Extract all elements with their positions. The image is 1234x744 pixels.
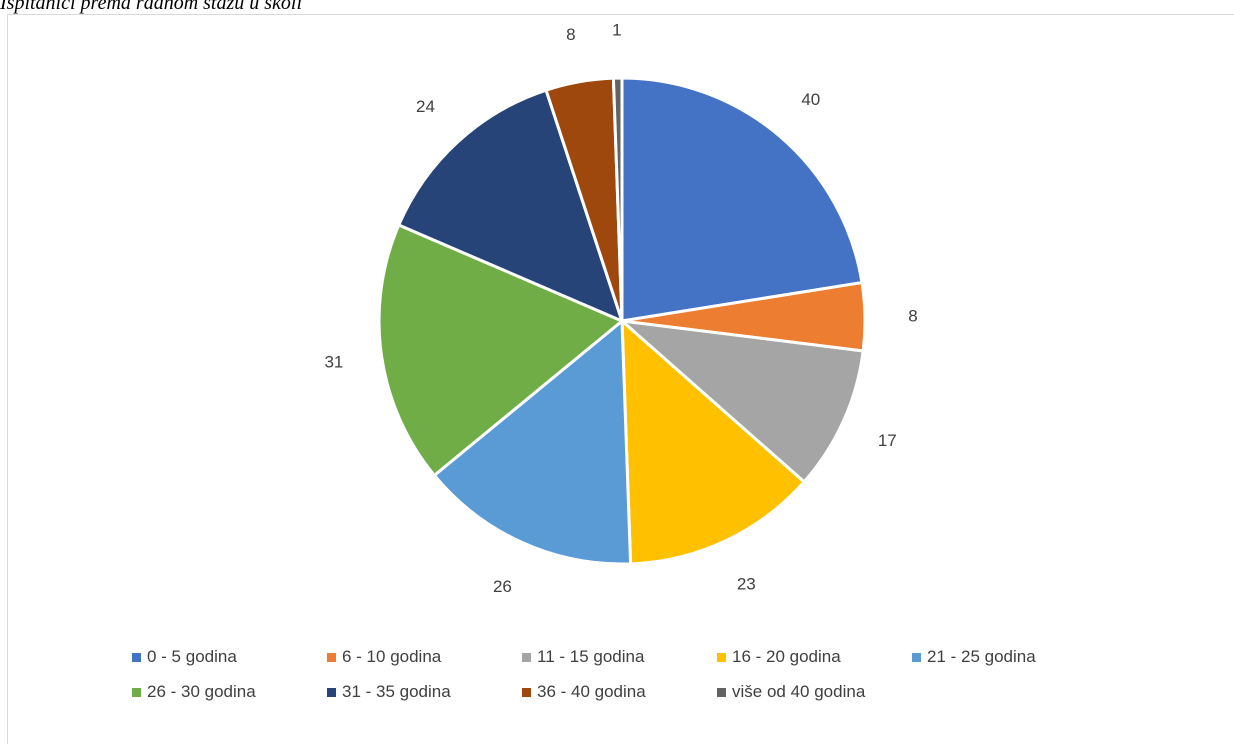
legend-swatch bbox=[522, 687, 531, 697]
pie-slice bbox=[620, 319, 865, 484]
legend-label: 11 - 15 godina bbox=[537, 647, 645, 666]
pie-slices bbox=[377, 76, 867, 566]
pie-slice bbox=[611, 76, 624, 323]
chart-caption: Ispitanici prema radnom stažu u školi bbox=[0, 0, 303, 14]
legend-swatch bbox=[522, 652, 531, 662]
pie-data-label: 23 bbox=[737, 575, 756, 594]
pie-data-label: 1 bbox=[612, 21, 621, 40]
legend-label: 21 - 25 godina bbox=[927, 647, 1036, 666]
pie-slice bbox=[377, 223, 624, 477]
legend-swatch bbox=[717, 687, 726, 697]
pie-data-label: 40 bbox=[801, 90, 820, 109]
legend-item: 16 - 20 godina bbox=[717, 644, 841, 670]
pie-slice bbox=[432, 319, 633, 566]
pie-data-label: 8 bbox=[566, 25, 575, 44]
legend-label: više od 40 godina bbox=[732, 682, 866, 701]
chart-area bbox=[7, 14, 1234, 744]
legend-swatch bbox=[132, 687, 141, 697]
legend-item: 31 - 35 godina bbox=[327, 679, 451, 705]
pie-data-labels: 40 8 17 23 26 31 24 8 1 bbox=[324, 21, 917, 596]
pie-slice bbox=[397, 88, 624, 323]
legend-label: 31 - 35 godina bbox=[342, 682, 451, 701]
pie-data-label: 24 bbox=[416, 97, 435, 116]
legend-label: 26 - 30 godina bbox=[147, 682, 256, 701]
legend-swatch bbox=[912, 652, 921, 662]
pie-data-label: 17 bbox=[878, 431, 897, 450]
pie-data-label: 31 bbox=[324, 353, 343, 372]
chart-legend: 0 - 5 godina 6 - 10 godina 11 - 15 godina 1… bbox=[132, 644, 1132, 724]
pie-data-label: 8 bbox=[908, 306, 917, 325]
legend-swatch bbox=[132, 652, 141, 662]
legend-swatch bbox=[327, 687, 336, 697]
legend-label: 6 - 10 godina bbox=[342, 647, 442, 666]
legend-item: 26 - 30 godina bbox=[132, 679, 256, 705]
pie-slice bbox=[620, 319, 806, 566]
legend-item: 11 - 15 godina bbox=[522, 644, 644, 670]
legend-item: 36 - 40 godina bbox=[522, 679, 646, 705]
legend-label: 0 - 5 godina bbox=[147, 647, 237, 666]
legend-swatch bbox=[327, 652, 336, 662]
legend-label: 36 - 40 godina bbox=[537, 682, 646, 701]
legend-item: 0 - 5 godina bbox=[132, 644, 237, 670]
legend-swatch bbox=[717, 652, 726, 662]
pie-data-label: 26 bbox=[493, 577, 512, 596]
legend-item: 21 - 25 godina bbox=[912, 644, 1036, 670]
legend-label: 16 - 20 godina bbox=[732, 647, 841, 666]
pie-slice bbox=[620, 76, 864, 323]
legend-item: više od 40 godina bbox=[717, 679, 865, 705]
legend-item: 6 - 10 godina bbox=[327, 644, 441, 670]
